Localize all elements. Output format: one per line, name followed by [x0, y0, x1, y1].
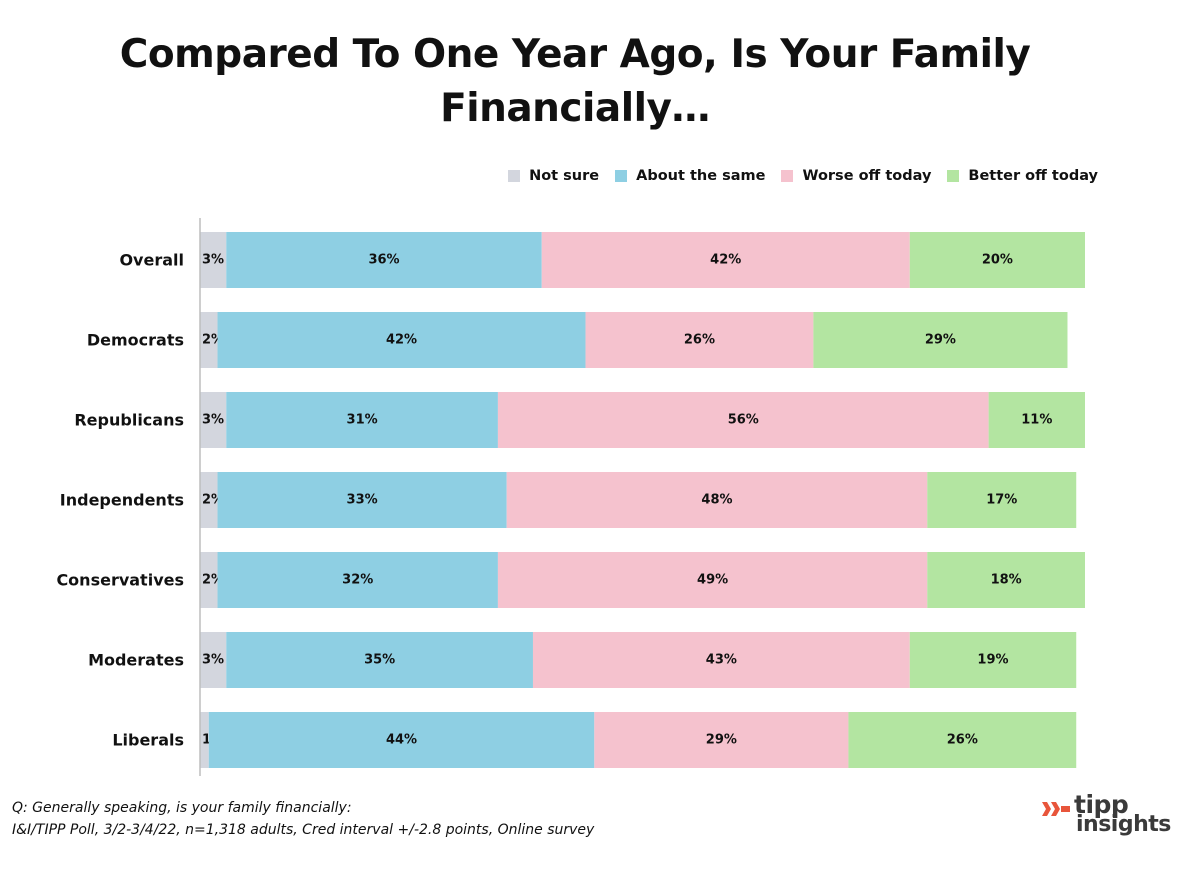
- legend-item-about-the-same: About the same: [615, 168, 765, 184]
- bar-republicans-worse-off-today: [497, 392, 989, 448]
- category-label-democrats: Democrats: [87, 331, 184, 350]
- legend-item-not-sure: Not sure: [508, 168, 599, 184]
- bar-moderates-better-off-today: [909, 632, 1077, 688]
- bar-liberals-worse-off-today: [594, 712, 849, 768]
- data-label-republicans-better-off-today: 11%: [1021, 413, 1052, 428]
- chart-title: Compared To One Year Ago, Is Your Family…: [60, 28, 1090, 136]
- bar-democrats-worse-off-today: [585, 312, 814, 368]
- bar-democrats-better-off-today: [813, 312, 1068, 368]
- data-label-overall-about-the-same: 36%: [368, 253, 399, 268]
- bar-moderates-worse-off-today: [532, 632, 910, 688]
- bar-democrats-about-the-same: [217, 312, 586, 368]
- data-label-independents-better-off-today: 17%: [986, 493, 1017, 508]
- bar-overall-worse-off-today: [541, 232, 910, 288]
- legend-label-not-sure: Not sure: [529, 168, 600, 184]
- data-label-liberals-about-the-same: 44%: [386, 733, 417, 748]
- chart-legend: Not sure About the same Worse off today …: [508, 168, 1098, 184]
- bar-republicans-not-sure: [200, 392, 227, 448]
- data-label-independents-about-the-same: 33%: [347, 493, 378, 508]
- tipp-insights-logo: tipp insights: [1040, 790, 1180, 846]
- bar-liberals-better-off-today: [848, 712, 1077, 768]
- data-label-independents-worse-off-today: 48%: [701, 493, 732, 508]
- bar-independents-worse-off-today: [506, 472, 928, 528]
- legend-swatch-worse-off-today: [781, 170, 794, 182]
- category-label-conservatives: Conservatives: [56, 571, 184, 590]
- legend-label-worse-off-today: Worse off today: [802, 168, 932, 184]
- data-label-overall-better-off-today: 20%: [982, 253, 1013, 268]
- data-label-moderates-not-sure: 3%: [202, 653, 224, 668]
- bar-independents-better-off-today: [927, 472, 1077, 528]
- bar-conservatives-not-sure: [200, 552, 218, 608]
- bar-liberals-not-sure: [200, 712, 209, 768]
- bar-conservatives-better-off-today: [927, 552, 1085, 608]
- footnote-question: Q: Generally speaking, is your family fi…: [12, 800, 352, 816]
- category-label-republicans: Republicans: [74, 411, 184, 430]
- category-label-overall: Overall: [119, 251, 184, 270]
- data-label-democrats-about-the-same: 42%: [386, 333, 417, 348]
- data-label-liberals-worse-off-today: 29%: [706, 733, 737, 748]
- bar-independents-not-sure: [200, 472, 218, 528]
- bar-republicans-better-off-today: [988, 392, 1085, 448]
- legend-label-about-the-same: About the same: [636, 168, 766, 184]
- data-label-conservatives-worse-off-today: 49%: [697, 573, 728, 588]
- data-label-moderates-about-the-same: 35%: [364, 653, 395, 668]
- legend-label-better-off-today: Better off today: [968, 168, 1098, 184]
- data-label-republicans-not-sure: 3%: [202, 413, 224, 428]
- footnote: Q: Generally speaking, is your family fi…: [12, 797, 594, 841]
- bar-moderates-not-sure: [200, 632, 227, 688]
- bar-independents-about-the-same: [217, 472, 507, 528]
- data-label-overall-not-sure: 3%: [202, 253, 224, 268]
- data-label-republicans-about-the-same: 31%: [347, 413, 378, 428]
- data-label-moderates-worse-off-today: 43%: [706, 653, 737, 668]
- data-label-conservatives-better-off-today: 18%: [991, 573, 1022, 588]
- data-label-moderates-better-off-today: 19%: [977, 653, 1008, 668]
- bar-liberals-about-the-same: [208, 712, 595, 768]
- footnote-source: I&I/TIPP Poll, 3/2-3/4/22, n=1,318 adult…: [12, 822, 595, 838]
- chart-title-line-1: Compared To One Year Ago, Is Your Family: [119, 32, 1031, 77]
- bar-conservatives-about-the-same: [217, 552, 498, 608]
- stacked-bar-chart: Overall 3% 36% 42% 20%Democrats 2% 42% 26% 29%Re…: [56, 218, 1085, 776]
- logo-text-insights: insights: [1076, 812, 1171, 837]
- category-label-moderates: Moderates: [88, 651, 184, 670]
- bar-overall-not-sure: [200, 232, 227, 288]
- bar-moderates-about-the-same: [226, 632, 533, 688]
- legend-swatch-better-off-today: [947, 170, 960, 182]
- bar-overall-better-off-today: [909, 232, 1085, 288]
- legend-swatch-about-the-same: [615, 170, 628, 182]
- legend-item-better-off-today: Better off today: [947, 168, 1098, 184]
- data-label-conservatives-about-the-same: 32%: [342, 573, 373, 588]
- category-label-liberals: Liberals: [112, 731, 184, 750]
- bar-democrats-not-sure: [200, 312, 218, 368]
- bar-overall-about-the-same: [226, 232, 542, 288]
- logo-text-tipp: tipp: [1074, 790, 1129, 819]
- logo-arrows-icon: [1042, 802, 1070, 816]
- data-label-republicans-worse-off-today: 56%: [728, 413, 759, 428]
- data-label-democrats-worse-off-today: 26%: [684, 333, 715, 348]
- category-label-independents: Independents: [60, 491, 184, 510]
- bar-conservatives-worse-off-today: [497, 552, 928, 608]
- data-label-democrats-better-off-today: 29%: [925, 333, 956, 348]
- bar-republicans-about-the-same: [226, 392, 498, 448]
- legend-swatch-not-sure: [508, 170, 521, 182]
- data-label-liberals-better-off-today: 26%: [947, 733, 978, 748]
- legend-item-worse-off-today: Worse off today: [781, 168, 931, 184]
- chart-title-line-2: Financially…: [440, 86, 710, 131]
- data-label-overall-worse-off-today: 42%: [710, 253, 741, 268]
